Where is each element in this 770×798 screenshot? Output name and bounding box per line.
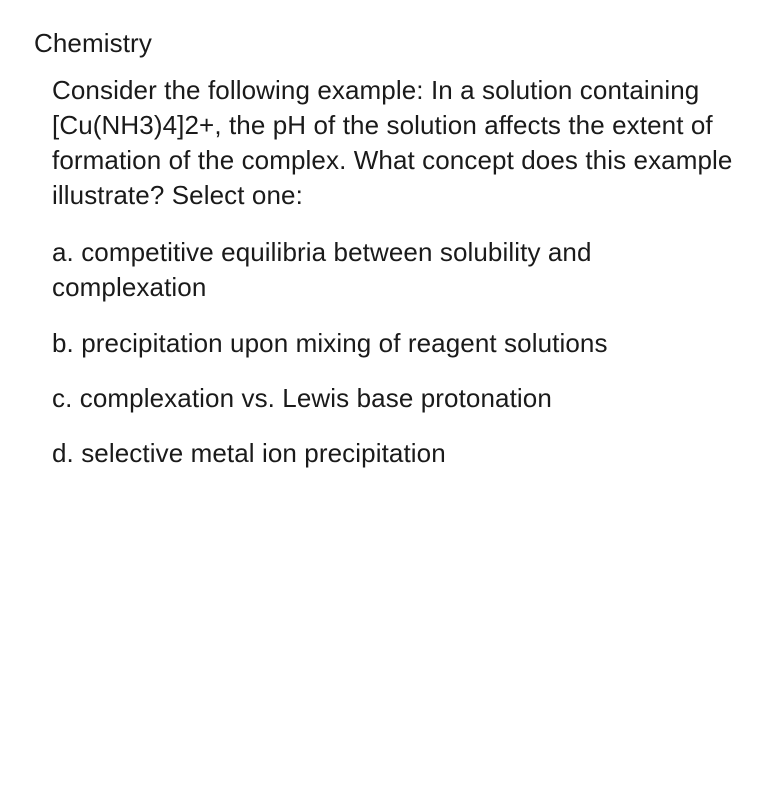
question-page: Chemistry Consider the following example… <box>0 0 770 471</box>
option-b[interactable]: b. precipitation upon mixing of reagent … <box>52 326 736 361</box>
question-text: Consider the following example: In a sol… <box>52 73 736 213</box>
question-body: Consider the following example: In a sol… <box>34 73 736 471</box>
option-d[interactable]: d. selective metal ion precipitation <box>52 436 736 471</box>
option-a[interactable]: a. competitive equilibria between solubi… <box>52 235 736 305</box>
option-c[interactable]: c. complexation vs. Lewis base protonati… <box>52 381 736 416</box>
subject-heading: Chemistry <box>34 28 736 59</box>
